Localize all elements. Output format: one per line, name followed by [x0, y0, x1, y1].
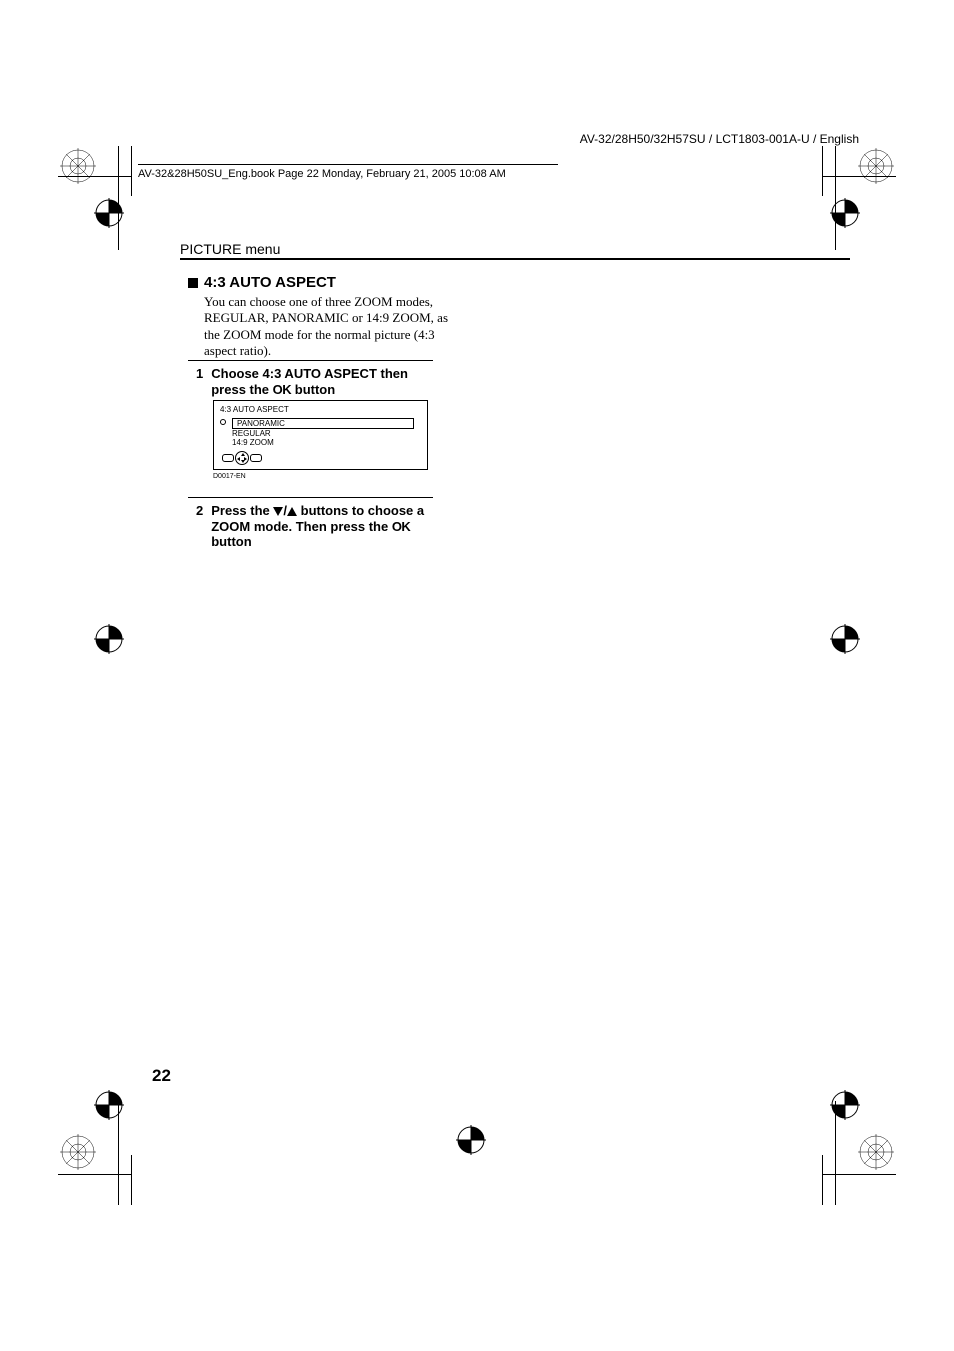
section-title: PICTURE menu — [180, 241, 280, 257]
manual-page: AV-32/28H50/32H57SU / LCT1803-001A-U / E… — [0, 0, 954, 1351]
registration-mark-icon — [60, 148, 96, 184]
ok-icon: OK — [273, 382, 292, 397]
registration-mark-icon — [60, 1134, 96, 1170]
step-2: 2 Press the / buttons to choose a ZOOM m… — [196, 503, 441, 550]
arrow-up-icon — [287, 507, 297, 516]
registration-mark-icon — [94, 198, 124, 228]
registration-mark-icon — [94, 624, 124, 654]
step-number: 1 — [196, 366, 203, 397]
ok-icon: OK — [392, 519, 411, 534]
step1-text-b: button — [291, 382, 335, 397]
step-number: 2 — [196, 503, 203, 550]
step2-text-a: Press the — [211, 503, 273, 518]
menu-items: PANORAMIC REGULAR 14:9 ZOOM — [232, 418, 421, 447]
divider-line — [188, 497, 433, 498]
body-paragraph: You can choose one of three ZOOM modes, … — [204, 294, 464, 359]
menu-title: 4:3 AUTO ASPECT — [220, 405, 421, 414]
menu-code: D0017-EN — [213, 473, 246, 480]
divider-line — [188, 360, 433, 361]
registration-mark-icon — [858, 148, 894, 184]
book-page-info: AV-32&28H50SU_Eng.book Page 22 Monday, F… — [138, 168, 506, 180]
book-info-underline — [138, 164, 558, 165]
dpad-icon — [235, 451, 249, 465]
header-model-info: AV-32/28H50/32H57SU / LCT1803-001A-U / E… — [580, 132, 859, 146]
heading-row: 4:3 AUTO ASPECT — [188, 274, 336, 291]
remote-button-icon — [250, 454, 262, 462]
registration-mark-icon — [858, 1134, 894, 1170]
heading-text: 4:3 AUTO ASPECT — [204, 274, 336, 291]
menu-item-selected: PANORAMIC — [232, 418, 414, 429]
osd-menu-box: 4:3 AUTO ASPECT PANORAMIC REGULAR 14:9 Z… — [213, 400, 428, 470]
step-text: Press the / buttons to choose a ZOOM mod… — [211, 503, 441, 550]
registration-mark-icon — [830, 198, 860, 228]
step2-text-c: button — [211, 534, 251, 549]
arrow-down-icon — [273, 507, 283, 516]
page-number: 22 — [152, 1066, 171, 1086]
remote-nav-icon — [222, 451, 421, 465]
menu-item: 14:9 ZOOM — [232, 438, 421, 447]
selection-circle-icon — [220, 419, 226, 425]
registration-mark-icon — [830, 624, 860, 654]
step-text: Choose 4:3 AUTO ASPECT then press the OK… — [211, 366, 431, 397]
registration-mark-icon — [94, 1090, 124, 1120]
section-underline — [180, 258, 850, 260]
menu-item: REGULAR — [232, 429, 421, 438]
registration-mark-icon — [830, 1090, 860, 1120]
bullet-icon — [188, 278, 198, 288]
remote-button-icon — [222, 454, 234, 462]
step-1: 1 Choose 4:3 AUTO ASPECT then press the … — [196, 366, 431, 397]
registration-mark-icon — [456, 1125, 486, 1155]
